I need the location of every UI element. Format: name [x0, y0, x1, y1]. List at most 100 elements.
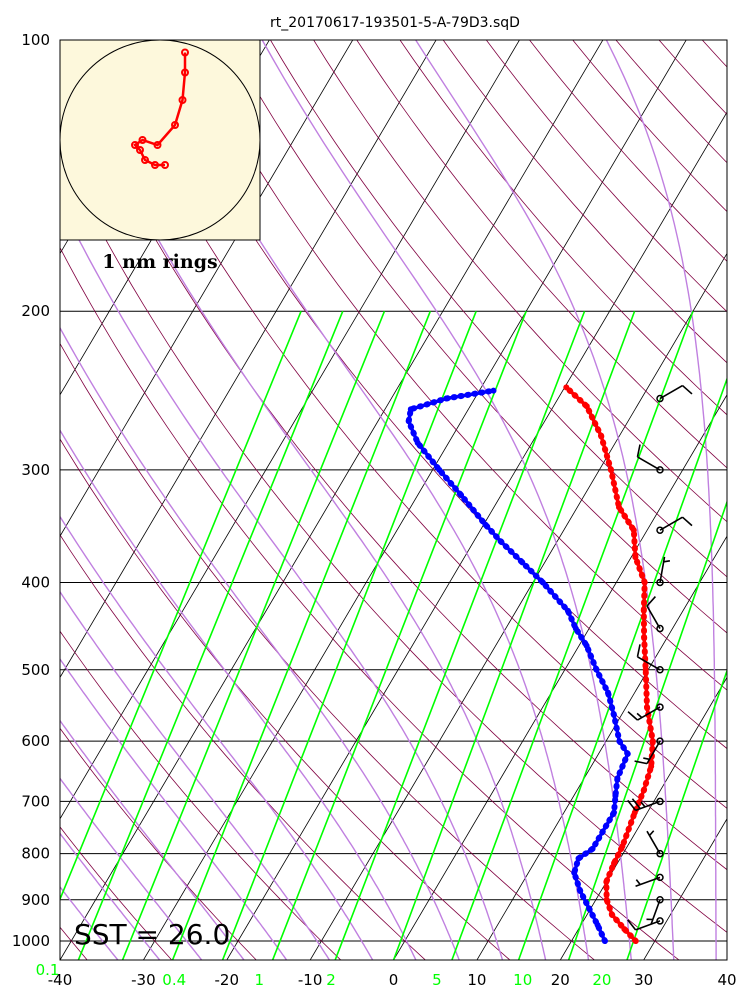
temperature-point — [632, 554, 639, 561]
temperature-point — [603, 879, 610, 885]
dewpoint-point — [564, 607, 571, 614]
dewpoint-point — [519, 559, 526, 566]
dewpoint-point — [458, 492, 465, 499]
dewpoint-point — [614, 775, 621, 782]
x-tick-label: 20 — [551, 971, 570, 989]
isotherm — [60, 40, 354, 537]
moist-adiabat — [60, 515, 374, 960]
isotherm — [226, 111, 727, 960]
temperature-point — [641, 634, 648, 641]
temperature-point — [630, 527, 637, 534]
mixing-ratio-label: 0.4 — [162, 971, 186, 989]
dewpoint-point — [497, 538, 504, 545]
moist-adiabat — [60, 777, 203, 960]
y-tick-label: 500 — [21, 661, 50, 679]
wind-barb — [646, 896, 664, 925]
dry-adiabat — [313, 40, 727, 523]
temperature-point — [583, 403, 590, 410]
plot-frame — [59, 39, 728, 961]
hodograph-trace — [131, 48, 189, 169]
mixing-ratio-line — [626, 668, 727, 960]
mixing-ratio-label: 20 — [592, 971, 611, 989]
dewpoint-point — [601, 938, 608, 944]
dewpoint-point — [436, 466, 443, 473]
dewpoint-point — [605, 689, 611, 696]
moist-adiabat — [60, 832, 161, 960]
chart-title: rt_20170617-193501-5-A-79D3.sqD — [270, 15, 520, 31]
temperature-point — [631, 809, 638, 816]
dry-adiabat — [615, 40, 727, 164]
dry-adiabat — [529, 40, 727, 262]
mixing-ratio-line — [271, 310, 527, 960]
hodograph-label: 1 nm rings — [102, 251, 217, 273]
y-tick-label: 800 — [21, 845, 50, 863]
isotherm — [60, 40, 520, 820]
temperature-point — [621, 926, 628, 933]
dewpoint-point — [586, 905, 593, 912]
moist-adiabat — [60, 885, 119, 960]
dry-adiabat — [226, 40, 727, 634]
y-tick-label: 300 — [21, 461, 50, 479]
isotherm — [60, 40, 437, 679]
y-tick-label: 900 — [21, 891, 50, 909]
temperature-point — [619, 843, 626, 850]
temperature-point — [616, 504, 622, 511]
dewpoint-point — [610, 711, 617, 718]
mixing-ratio-line — [77, 310, 344, 960]
temperature-point — [563, 384, 570, 391]
isotherm — [393, 394, 727, 960]
temperature-point — [649, 738, 656, 745]
dewpoint-point — [594, 922, 601, 928]
mixing-ratio-label: 2 — [326, 971, 336, 989]
dry-adiabat — [60, 438, 511, 960]
dry-adiabat — [356, 40, 727, 469]
dewpoint-point — [589, 845, 596, 852]
isotherm — [60, 40, 604, 960]
dewpoint-point — [571, 869, 578, 876]
hodograph-point — [138, 136, 147, 144]
dewpoint-point — [616, 738, 623, 745]
y-tick-label: 200 — [21, 302, 50, 320]
dewpoint-point — [624, 750, 631, 757]
sst-annotation: SST = 26.0 — [74, 918, 230, 951]
moist-adiabat — [605, 40, 717, 960]
mixing-ratio-label: 5 — [432, 971, 442, 989]
moist-adiabat — [414, 40, 675, 960]
mixing-ratio-line — [334, 310, 586, 960]
dewpoint-point — [583, 642, 590, 649]
hodograph-point — [141, 156, 149, 164]
temperature-point — [640, 607, 647, 614]
temperature-point — [608, 466, 614, 473]
wind-barb — [646, 830, 664, 858]
dewpoint-point — [407, 406, 414, 413]
x-tick-label: -30 — [131, 971, 156, 989]
moist-adiabat — [60, 657, 288, 960]
dewpoint-point — [482, 521, 489, 528]
x-tick-label: 10 — [467, 971, 486, 989]
sounding-profiles — [405, 384, 656, 944]
temperature-point — [611, 860, 617, 867]
dewpoint-point — [612, 792, 619, 799]
wind-barb — [627, 703, 664, 721]
y-tick-label: 1000 — [12, 932, 50, 950]
temperature-point — [609, 911, 615, 918]
hodograph-point — [161, 161, 169, 169]
isotherm — [559, 676, 727, 960]
x-tick-label: -20 — [215, 971, 240, 989]
dewpoint-point — [611, 809, 617, 816]
dry-adiabat — [572, 40, 727, 213]
temperature-point — [641, 579, 648, 586]
mixing-ratio-label: 1 — [254, 971, 264, 989]
x-tick-label: -40 — [48, 971, 73, 989]
dewpoint-point — [539, 579, 546, 586]
wind-barb — [636, 644, 664, 674]
x-tick-label: -10 — [298, 971, 323, 989]
mixing-ratio-line — [567, 499, 727, 960]
dry-adiabat — [399, 40, 727, 416]
mixing-ratio-line — [221, 310, 477, 960]
dry-adiabat — [60, 727, 257, 960]
isotherm — [309, 252, 727, 960]
y-tick-label: 600 — [21, 732, 50, 750]
hodograph-point — [131, 141, 139, 149]
